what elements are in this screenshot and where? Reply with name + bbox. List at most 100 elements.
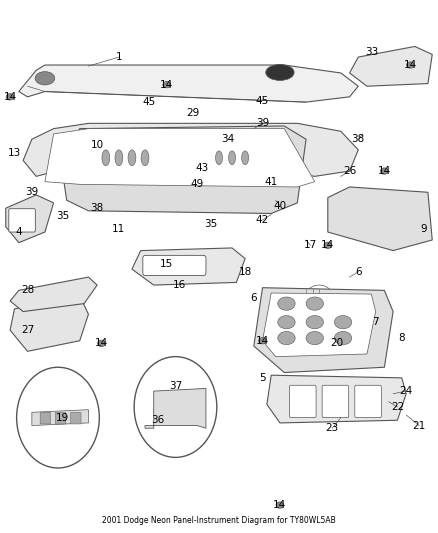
Text: 10: 10	[91, 140, 104, 150]
Polygon shape	[6, 195, 53, 243]
Ellipse shape	[278, 297, 295, 310]
Text: 14: 14	[256, 336, 269, 346]
Text: 14: 14	[404, 60, 417, 70]
Text: 36: 36	[152, 415, 165, 425]
Polygon shape	[328, 187, 432, 251]
Polygon shape	[132, 248, 245, 285]
Text: 11: 11	[112, 224, 126, 235]
Ellipse shape	[128, 150, 136, 166]
Ellipse shape	[258, 337, 266, 344]
Text: 19: 19	[56, 413, 69, 423]
Ellipse shape	[98, 340, 106, 346]
Text: 24: 24	[399, 386, 413, 396]
Text: 6: 6	[251, 293, 257, 303]
Text: 6: 6	[355, 267, 362, 277]
Text: 35: 35	[204, 219, 217, 229]
Polygon shape	[32, 410, 88, 425]
Ellipse shape	[334, 316, 352, 329]
Text: 37: 37	[169, 381, 182, 391]
FancyBboxPatch shape	[355, 385, 381, 418]
Polygon shape	[10, 296, 88, 351]
Text: 38: 38	[91, 203, 104, 213]
Polygon shape	[45, 128, 315, 187]
Ellipse shape	[306, 297, 323, 310]
Ellipse shape	[406, 62, 414, 68]
Text: 17: 17	[304, 240, 317, 251]
Text: 1: 1	[116, 52, 122, 62]
Text: 9: 9	[420, 224, 427, 235]
Ellipse shape	[306, 332, 323, 345]
Text: 41: 41	[265, 176, 278, 187]
Ellipse shape	[306, 316, 323, 329]
FancyBboxPatch shape	[143, 255, 206, 276]
Ellipse shape	[229, 151, 236, 165]
Text: 14: 14	[321, 240, 335, 251]
Ellipse shape	[334, 332, 352, 345]
Text: 21: 21	[413, 421, 426, 431]
Text: 14: 14	[95, 338, 108, 349]
Text: 26: 26	[343, 166, 356, 176]
Text: 14: 14	[4, 92, 17, 102]
Text: 14: 14	[273, 500, 286, 510]
Text: 39: 39	[256, 118, 269, 128]
Polygon shape	[350, 46, 432, 86]
Circle shape	[134, 357, 217, 457]
FancyBboxPatch shape	[290, 385, 316, 418]
Polygon shape	[262, 293, 376, 357]
Ellipse shape	[35, 71, 55, 85]
Ellipse shape	[381, 168, 389, 174]
Text: 4: 4	[15, 227, 22, 237]
Ellipse shape	[141, 150, 149, 166]
Ellipse shape	[278, 316, 295, 329]
Ellipse shape	[115, 150, 123, 166]
Polygon shape	[23, 123, 358, 176]
Polygon shape	[145, 389, 206, 428]
Text: 45: 45	[256, 96, 269, 106]
FancyBboxPatch shape	[9, 209, 35, 232]
Text: 40: 40	[273, 200, 286, 211]
Text: 2001 Dodge Neon Panel-Instrument Diagram for TY80WL5AB: 2001 Dodge Neon Panel-Instrument Diagram…	[102, 516, 336, 525]
Text: 14: 14	[160, 79, 173, 90]
Text: 23: 23	[325, 423, 339, 433]
Text: 22: 22	[391, 402, 404, 412]
FancyBboxPatch shape	[40, 413, 50, 424]
Ellipse shape	[163, 82, 171, 88]
Text: 15: 15	[160, 259, 173, 269]
Text: 14: 14	[378, 166, 391, 176]
Text: 45: 45	[143, 97, 156, 107]
Text: 20: 20	[330, 338, 343, 349]
Polygon shape	[10, 277, 97, 312]
Text: 39: 39	[25, 187, 39, 197]
Text: 18: 18	[238, 267, 252, 277]
Text: 43: 43	[195, 164, 208, 173]
Text: 35: 35	[56, 211, 69, 221]
Text: 7: 7	[372, 317, 379, 327]
Ellipse shape	[242, 151, 249, 165]
Polygon shape	[62, 126, 306, 214]
Polygon shape	[254, 288, 393, 373]
Polygon shape	[267, 375, 406, 423]
Text: 49: 49	[191, 179, 204, 189]
Text: 38: 38	[352, 134, 365, 144]
Ellipse shape	[276, 502, 284, 508]
Text: 42: 42	[256, 215, 269, 225]
Text: 27: 27	[21, 325, 34, 335]
Ellipse shape	[278, 332, 295, 345]
Ellipse shape	[6, 94, 14, 100]
Ellipse shape	[266, 64, 294, 80]
FancyBboxPatch shape	[71, 413, 81, 424]
FancyBboxPatch shape	[55, 413, 66, 424]
Text: 16: 16	[173, 280, 187, 290]
Text: 34: 34	[221, 134, 234, 144]
Circle shape	[17, 367, 99, 468]
Text: 13: 13	[8, 148, 21, 158]
FancyBboxPatch shape	[322, 385, 349, 418]
Text: 28: 28	[21, 285, 34, 295]
Text: 8: 8	[399, 333, 405, 343]
Text: 5: 5	[259, 373, 266, 383]
Text: 33: 33	[365, 47, 378, 56]
Ellipse shape	[324, 242, 332, 248]
Polygon shape	[19, 65, 358, 102]
Ellipse shape	[102, 150, 110, 166]
Ellipse shape	[215, 151, 223, 165]
